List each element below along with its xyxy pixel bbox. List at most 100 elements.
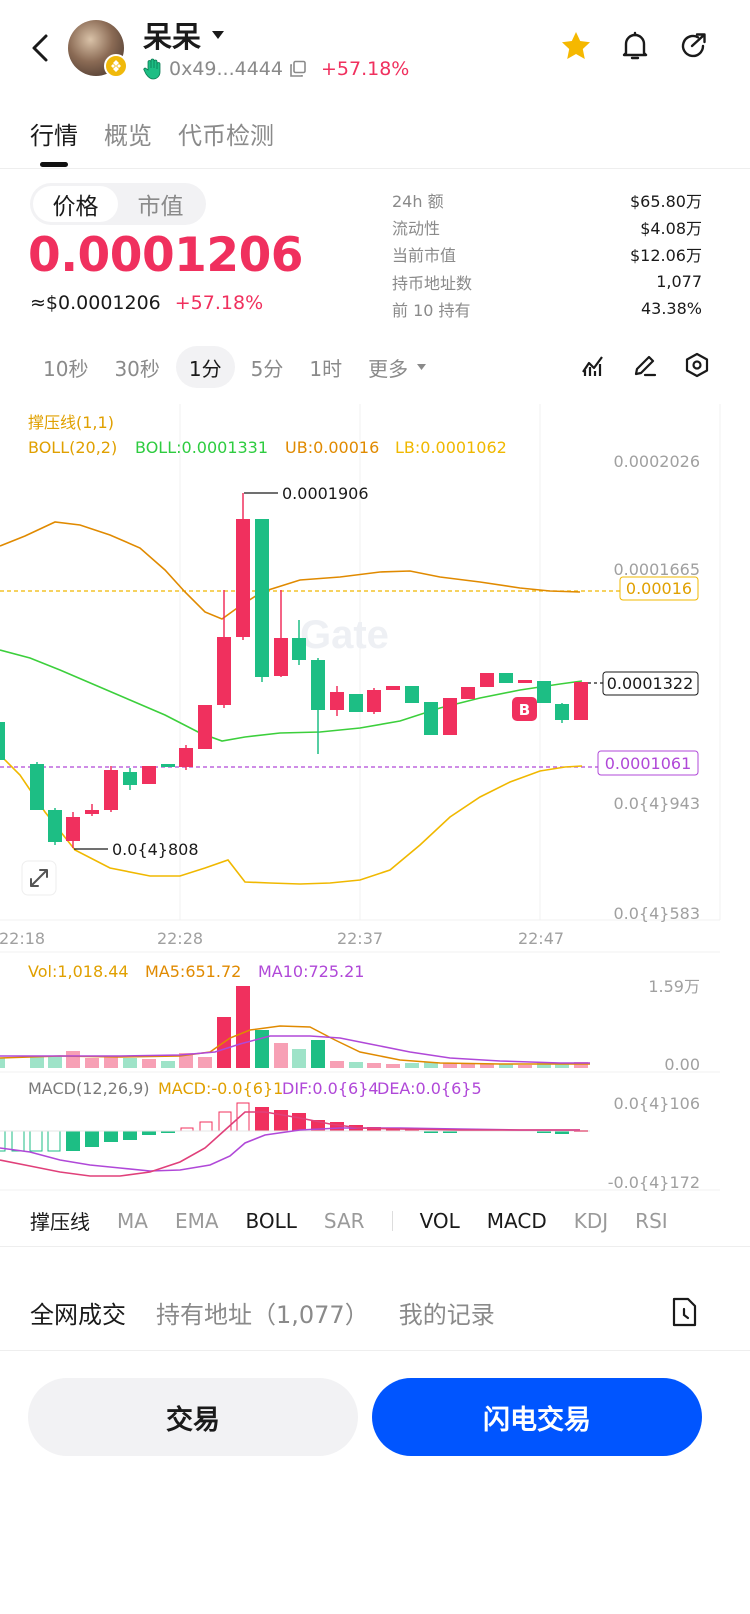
address-row: 0x49...4444 +57.18%	[143, 58, 409, 80]
candle	[0, 722, 5, 760]
tab-market[interactable]: 行情	[30, 122, 78, 150]
interval-5m[interactable]: 5分	[250, 356, 284, 381]
usd-price: ≈$0.0001206	[30, 292, 161, 314]
tab-underline	[40, 162, 68, 167]
ind-macd[interactable]: MACD	[486, 1208, 547, 1233]
candle	[274, 638, 288, 676]
watermark: Gate	[300, 613, 389, 657]
x-axis-label: 22:28	[157, 929, 203, 948]
trade-button[interactable]: 交易	[28, 1378, 358, 1456]
tab-overview[interactable]: 概览	[104, 122, 152, 150]
settings-icon[interactable]	[684, 352, 710, 378]
bell-icon[interactable]	[620, 30, 650, 62]
candle	[461, 687, 475, 699]
buy-marker[interactable]	[512, 697, 537, 721]
toggle-price[interactable]: 价格	[33, 186, 118, 222]
interval-1h[interactable]: 1时	[309, 356, 343, 381]
candle	[198, 705, 212, 749]
flash-trade-button[interactable]: 闪电交易	[372, 1378, 702, 1456]
candle	[386, 686, 400, 690]
candle	[66, 817, 80, 841]
lb-tag	[597, 750, 699, 776]
token-name: 呆呆	[143, 20, 202, 54]
macd-legend: MACD(12,26,9)	[28, 1079, 150, 1098]
macd-y-label: -0.0{4}172	[608, 1173, 700, 1192]
y-axis-label: 0.0{4}943	[613, 794, 700, 813]
ub-tag-label: 0.00016	[626, 579, 692, 598]
x-axis-label: 22:18	[0, 929, 45, 948]
caret-down-icon	[417, 364, 427, 370]
toggle-market-cap[interactable]: 市值	[137, 194, 184, 220]
macd-y-label: 0.0{4}106	[613, 1094, 700, 1113]
ind-ma[interactable]: MA	[117, 1208, 148, 1233]
stat-label: 前 10 持有	[392, 300, 471, 320]
candle	[292, 638, 306, 660]
expand-icon[interactable]	[21, 860, 57, 896]
candle	[48, 810, 62, 842]
candle	[405, 686, 419, 703]
ma5-line	[0, 1025, 590, 1065]
kline-chart[interactable]: Gate 撑压线(1,1) BOLL(20,2) BOLL:0.0001331 …	[0, 402, 750, 1202]
ind-kdj[interactable]: KDJ	[573, 1208, 609, 1233]
interval-30s[interactable]: 30秒	[114, 356, 160, 381]
low-price-label: 0.0{4}808	[112, 840, 199, 859]
y-axis-label: 0.0001665	[613, 560, 700, 579]
ind-support-resistance[interactable]: 撑压线	[30, 1210, 90, 1234]
star-icon[interactable]	[560, 30, 592, 62]
candle	[443, 698, 457, 735]
back-button[interactable]	[26, 28, 54, 68]
price-tag	[602, 671, 699, 696]
caret-down-icon	[212, 31, 225, 39]
stat-label: 24h 额	[392, 191, 444, 211]
candle	[104, 770, 118, 810]
tab-all-trades[interactable]: 全网成交	[30, 1301, 126, 1329]
candle	[123, 772, 137, 785]
stat-value: $12.06万	[630, 246, 702, 266]
stat-value: 1,077	[656, 272, 702, 292]
interval-1m[interactable]: 1分	[175, 346, 235, 388]
ind-vol[interactable]: VOL	[419, 1208, 460, 1233]
chain-badge-icon	[104, 54, 128, 78]
tab-token-check[interactable]: 代币检测	[178, 122, 274, 150]
stat-row: 当前市值 $12.06万	[392, 241, 702, 268]
divider	[0, 1350, 750, 1351]
indicator-icon[interactable]	[580, 352, 606, 378]
token-selector[interactable]: 呆呆	[143, 14, 225, 56]
candle	[217, 637, 231, 705]
copy-icon[interactable]	[289, 60, 307, 78]
candle	[537, 681, 551, 703]
stat-row: 流动性 $4.08万	[392, 213, 702, 240]
legend-boll-lb: LB:0.0001062	[395, 438, 507, 457]
high-price-label: 0.0001906	[282, 484, 369, 503]
candle	[367, 690, 381, 712]
token-avatar	[68, 20, 128, 78]
ind-boll[interactable]: BOLL	[245, 1208, 297, 1233]
history-icon[interactable]	[670, 1296, 698, 1328]
ma10-legend: MA10:725.21	[258, 962, 364, 981]
ind-ema[interactable]: EMA	[174, 1208, 219, 1233]
dif-value: DIF:0.0{6}4	[282, 1079, 379, 1098]
interval-bar: 10秒 30秒 1分 5分 1时 更多	[30, 346, 440, 388]
buy-marker-label: B	[519, 701, 530, 719]
stats-panel: 24h 额 $65.80万 流动性 $4.08万 当前市值 $12.06万 持币地址数…	[392, 186, 702, 322]
macd-histogram	[0, 1102, 588, 1152]
price-change-pct: +57.18%	[174, 292, 264, 314]
candle	[161, 764, 175, 767]
legend-boll-ub: UB:0.00016	[285, 438, 379, 457]
vol-y-label: 1.59万	[648, 977, 700, 996]
dea-line	[0, 1127, 580, 1172]
tab-holders[interactable]: 持有地址（1,077）	[156, 1301, 369, 1329]
interval-more[interactable]: 更多	[355, 346, 440, 388]
legend-boll-mid: BOLL:0.0001331	[135, 438, 268, 457]
draw-icon[interactable]	[632, 352, 658, 378]
stat-value: $65.80万	[630, 191, 702, 211]
current-price: 0.0001206	[28, 228, 303, 283]
candle	[480, 673, 494, 687]
interval-10s[interactable]: 10秒	[43, 356, 89, 381]
legend-support-resistance: 撑压线(1,1)	[28, 413, 114, 432]
tab-my-records[interactable]: 我的记录	[398, 1301, 495, 1329]
share-icon[interactable]	[678, 31, 708, 61]
candle	[424, 702, 438, 735]
ind-sar[interactable]: SAR	[323, 1208, 365, 1233]
ind-rsi[interactable]: RSI	[635, 1208, 668, 1233]
